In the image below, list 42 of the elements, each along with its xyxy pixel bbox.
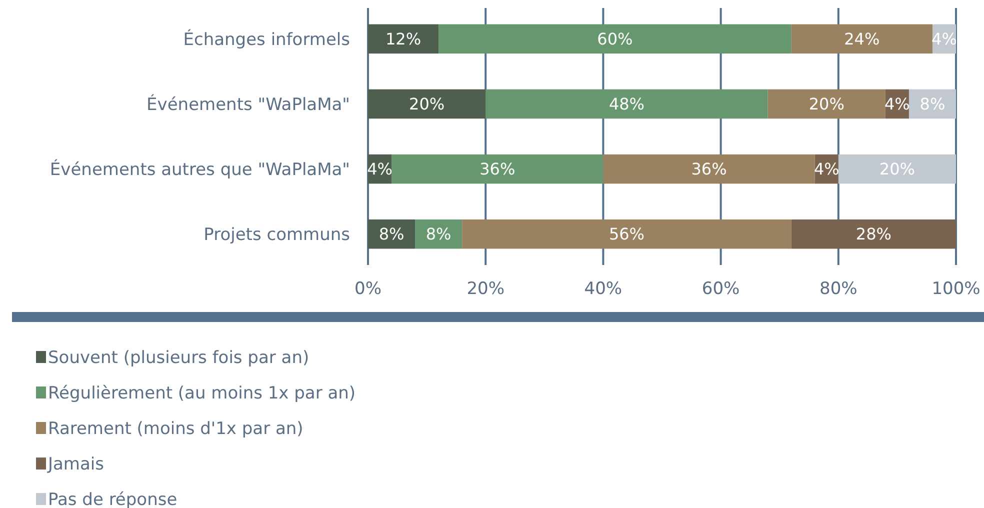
data-label: 8% [378,224,404,244]
x-tick-label: 40% [584,279,622,299]
data-label: 28% [856,224,892,244]
y-tick-label: Projets communs [204,225,350,246]
bar [768,89,886,119]
x-tick-label: 0% [354,279,382,299]
bar [838,154,956,184]
bar [603,154,815,184]
bar [486,89,768,119]
y-tick-label: Événements "WaPlaMa" [146,94,350,115]
data-label: 12% [386,30,422,49]
legend-label: Rarement (moins d'1x par an) [48,418,304,439]
data-label: 4% [367,160,392,179]
legend-label: Jamais [47,454,104,474]
x-tick-label: 80% [820,279,858,299]
y-tick-label: Échanges informels [183,28,350,50]
x-tick-label: 20% [466,279,504,299]
x-tick-label: 100% [932,279,980,299]
data-label: 4% [814,160,840,179]
data-label: 20% [808,94,844,114]
y-tick-label: Événements autres que "WaPlaMa" [50,158,350,180]
bar [438,24,792,54]
data-label: 20% [409,94,445,114]
bar [791,24,932,54]
data-label: 20% [879,160,915,179]
data-label: 56% [608,224,644,244]
data-label: 8% [920,94,946,114]
data-label: 8% [426,224,452,244]
data-label: 60% [597,30,633,49]
bar [368,89,486,119]
x-tick-label: 60% [702,279,740,299]
data-label: 36% [480,160,516,179]
legend-label: Régulièrement (au moins 1x par an) [48,383,356,404]
bar [368,24,439,54]
data-label: 36% [691,160,727,179]
legend-label: Souvent (plusieurs fois par an) [48,348,310,368]
bar [462,219,792,249]
bar [392,154,604,184]
bar [791,219,956,249]
data-label: 4% [884,94,910,114]
data-label: 24% [844,30,880,49]
data-label: 48% [608,94,644,114]
